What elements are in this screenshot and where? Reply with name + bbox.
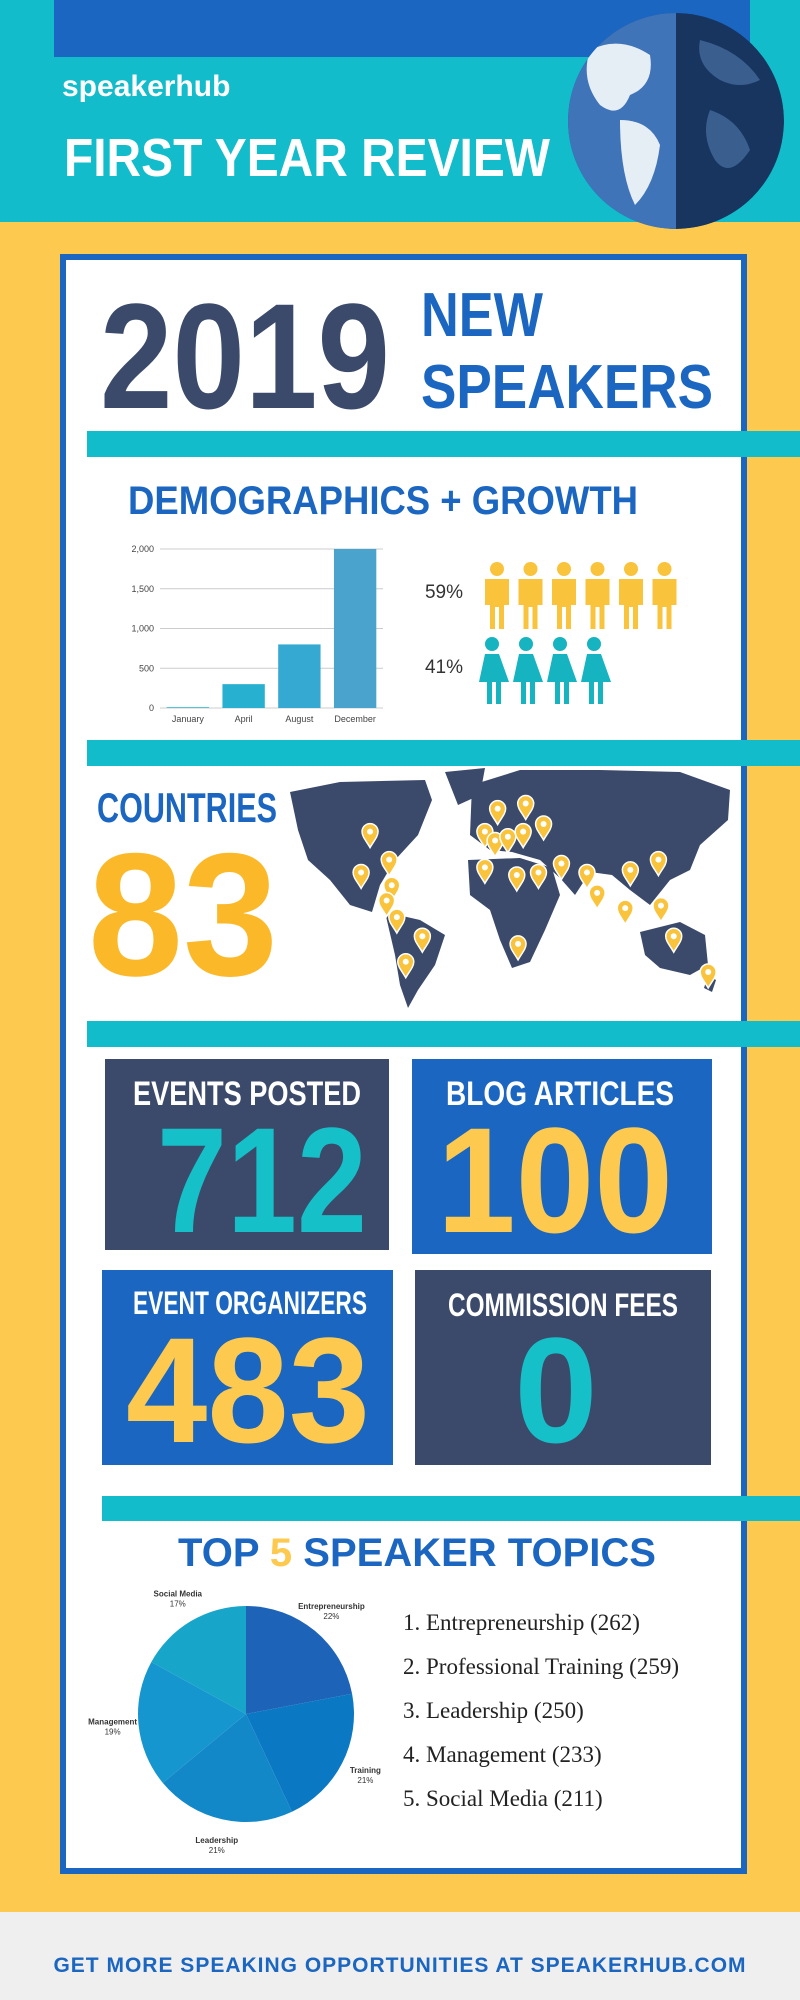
bar — [278, 644, 321, 708]
section-heading: DEMOGRAPHICS + GROWTH — [128, 479, 638, 523]
stat-box — [105, 1059, 389, 1250]
footer-text: GET MORE SPEAKING OPPORTUNITIES AT SPEAK… — [53, 1954, 746, 1977]
bar — [166, 707, 210, 708]
y-tick-label: 0 — [149, 703, 154, 713]
world-map — [290, 768, 730, 1008]
pie-slice — [162, 1714, 292, 1823]
heading-part: 5 — [270, 1531, 292, 1575]
stat-label: EVENTS POSTED — [133, 1075, 361, 1113]
speakers-label: SPEAKERS — [421, 353, 713, 422]
bar — [333, 549, 377, 708]
divider — [87, 431, 800, 457]
y-tick-label: 1,000 — [131, 624, 154, 634]
y-tick-label: 2,000 — [131, 544, 154, 554]
x-tick-label: April — [235, 714, 253, 724]
pie-value-label: 19% — [105, 1728, 121, 1737]
topic-item: 3. Leadership (250) — [403, 1698, 584, 1723]
bar-chart: 0 500 1,000 1,500 2,000 January April August Dec… — [131, 544, 383, 724]
pie-label: Management — [88, 1718, 137, 1727]
section-heading: COUNTRIES — [97, 784, 277, 831]
stat-number: 483 — [126, 1306, 370, 1474]
pie-slice — [246, 1606, 353, 1714]
pie-chart: Entrepreneurship22%Training21%Leadership… — [88, 1590, 381, 1855]
x-tick-label: December — [334, 714, 376, 724]
countries-number: 83 — [88, 818, 278, 1013]
y-tick-label: 1,500 — [131, 584, 154, 594]
stat-label: COMMISSION FEES — [448, 1287, 678, 1323]
stat-label: BLOG ARTICLES — [446, 1075, 674, 1113]
pie-value-label: 17% — [170, 1600, 186, 1609]
pie-label: Training — [350, 1766, 381, 1775]
pie-value-label: 21% — [209, 1846, 225, 1855]
pie-value-label: 22% — [323, 1612, 339, 1621]
topic-item: 5. Social Media (211) — [403, 1786, 603, 1811]
y-tick-label: 500 — [139, 663, 154, 673]
topic-item: 2. Professional Training (259) — [403, 1654, 679, 1679]
section-heading: TOP 5 SPEAKER TOPICS — [178, 1531, 656, 1575]
pie-slice — [151, 1606, 246, 1714]
heading-part: SPEAKER TOPICS — [303, 1531, 656, 1575]
divider — [87, 740, 800, 766]
stat-box — [102, 1270, 393, 1465]
heading-part: TOP — [178, 1531, 259, 1575]
pie-label: Leadership — [195, 1836, 238, 1845]
pie-label: Entrepreneurship — [298, 1602, 365, 1611]
stat-number: 712 — [157, 1096, 367, 1264]
stat-label: EVENT ORGANIZERS — [133, 1285, 367, 1321]
bar — [222, 684, 265, 708]
page-title: FIRST YEAR REVIEW — [64, 128, 550, 188]
logo: speakerhub — [62, 70, 230, 103]
x-tick-label: January — [172, 714, 205, 724]
topic-item: 4. Management (233) — [403, 1742, 602, 1767]
divider — [102, 1496, 800, 1521]
pie-slice — [137, 1661, 246, 1783]
gender-label: 41% — [425, 657, 463, 678]
topic-item: 1. Entrepreneurship (262) — [403, 1610, 640, 1635]
stat-number: 0 — [514, 1306, 597, 1474]
gender-label: 59% — [425, 582, 463, 603]
stat-box — [415, 1270, 711, 1465]
pie-slice — [246, 1693, 355, 1812]
x-tick-label: August — [285, 714, 314, 724]
pie-value-label: 21% — [357, 1776, 373, 1785]
globe — [568, 13, 784, 229]
stat-number: 100 — [437, 1096, 673, 1264]
topic-list: 1. Entrepreneurship (262) 2. Professional… — [403, 1610, 679, 1811]
footer-bg — [0, 1912, 800, 2000]
stat-box — [412, 1059, 712, 1254]
pie-label: Social Media — [154, 1590, 203, 1599]
divider — [87, 1021, 800, 1047]
speakers-number: 2019 — [100, 272, 390, 440]
speakers-label: NEW — [421, 281, 543, 350]
